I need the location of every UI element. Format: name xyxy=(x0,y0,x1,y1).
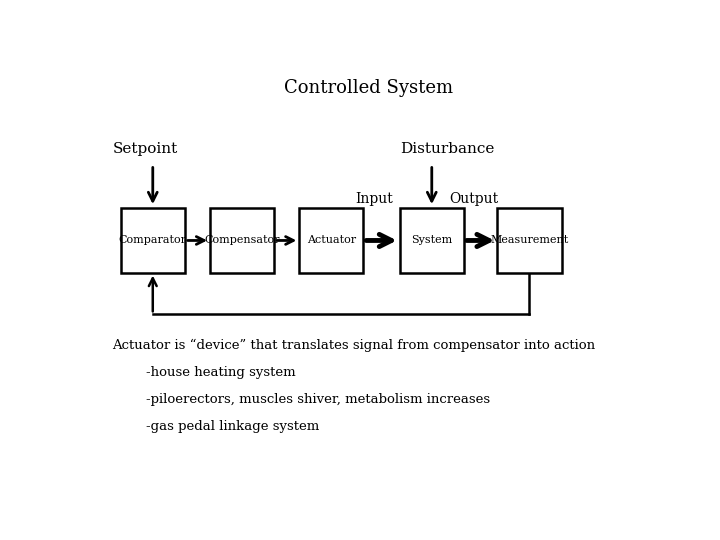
Text: Disturbance: Disturbance xyxy=(400,142,494,156)
Text: -gas pedal linkage system: -gas pedal linkage system xyxy=(112,420,320,433)
Bar xyxy=(121,208,185,273)
Text: Controlled System: Controlled System xyxy=(284,79,454,97)
Text: System: System xyxy=(411,235,452,246)
Text: Setpoint: Setpoint xyxy=(112,142,178,156)
Text: Measurement: Measurement xyxy=(490,235,569,246)
Text: Actuator is “device” that translates signal from compensator into action: Actuator is “device” that translates sig… xyxy=(112,339,595,353)
Text: Input: Input xyxy=(356,192,393,206)
Text: Compensator: Compensator xyxy=(204,235,280,246)
Text: -piloerectors, muscles shiver, metabolism increases: -piloerectors, muscles shiver, metabolis… xyxy=(112,393,490,406)
Text: Output: Output xyxy=(449,192,498,206)
Bar xyxy=(210,208,274,273)
Text: Comparator: Comparator xyxy=(119,235,186,246)
Text: Actuator: Actuator xyxy=(307,235,356,246)
Bar xyxy=(498,208,562,273)
Bar xyxy=(400,208,464,273)
Text: -house heating system: -house heating system xyxy=(112,366,296,379)
Bar xyxy=(300,208,364,273)
